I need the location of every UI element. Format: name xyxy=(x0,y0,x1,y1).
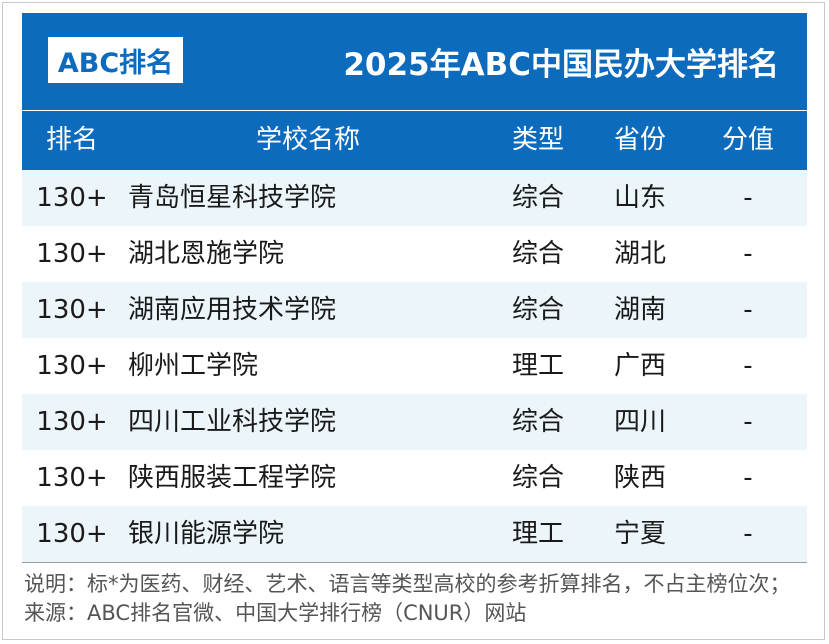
table-bottom-divider xyxy=(22,562,807,563)
type-cell: 理工 xyxy=(511,519,564,549)
footnote: 说明：标*为医药、财经、艺术、语言等类型高校的参考折算排名，不占主榜位次；来源：… xyxy=(24,572,791,625)
table-row: 130+ 青岛恒星科技学院 综合 山东 - xyxy=(22,170,807,226)
province-cell: 广西 xyxy=(613,351,666,381)
province-cell: 山东 xyxy=(613,183,666,213)
table-row: 130+ 陕西服装工程学院 综合 陕西 - xyxy=(22,450,807,506)
score-cell: - xyxy=(743,295,753,325)
table-header: 排名 学校名称 类型 省份 分值 xyxy=(22,111,807,170)
rank-cell: 130+ xyxy=(36,295,108,325)
rank-cell: 130+ xyxy=(36,239,108,269)
province-cell: 陕西 xyxy=(613,463,666,493)
page-title: 2025年ABC中国民办大学排名 xyxy=(343,47,779,83)
table-body: 130+ 青岛恒星科技学院 综合 山东 - 130+ 湖北恩施学院 综合 湖北 … xyxy=(22,170,807,562)
school-name-cell: 四川工业科技学院 xyxy=(128,407,337,437)
table-row: 130+ 柳州工学院 理工 广西 - xyxy=(22,338,807,394)
column-header-school-name: 学校名称 xyxy=(255,125,360,155)
type-cell: 综合 xyxy=(511,407,564,437)
rank-cell: 130+ xyxy=(36,183,108,213)
score-cell: - xyxy=(743,407,753,437)
school-name-cell: 湖北恩施学院 xyxy=(128,239,285,269)
column-header-score: 分值 xyxy=(721,125,774,155)
table-row: 130+ 湖南应用技术学院 综合 湖南 - xyxy=(22,282,807,338)
province-cell: 湖北 xyxy=(613,239,666,269)
school-name-cell: 湖南应用技术学院 xyxy=(128,295,337,325)
school-name-cell: 柳州工学院 xyxy=(128,351,259,381)
type-cell: 理工 xyxy=(511,351,564,381)
school-name-cell: 青岛恒星科技学院 xyxy=(128,183,337,213)
logo: ABC排名 xyxy=(48,37,183,83)
column-header-province: 省份 xyxy=(613,125,666,155)
logo-text: ABC排名 xyxy=(57,47,174,79)
school-name-cell: 陕西服装工程学院 xyxy=(128,463,337,493)
column-header-rank: 排名 xyxy=(45,125,98,155)
type-cell: 综合 xyxy=(511,183,564,213)
province-cell: 四川 xyxy=(613,407,666,437)
rank-cell: 130+ xyxy=(36,519,108,549)
type-cell: 综合 xyxy=(511,463,564,493)
rank-cell: 130+ xyxy=(36,407,108,437)
score-cell: - xyxy=(743,351,753,381)
rank-cell: 130+ xyxy=(36,463,108,493)
table-row: 130+ 银川能源学院 理工 宁夏 - xyxy=(22,506,807,562)
school-name-cell: 银川能源学院 xyxy=(128,519,285,549)
score-cell: - xyxy=(743,183,753,213)
type-cell: 综合 xyxy=(511,295,564,325)
table-row: 130+ 四川工业科技学院 综合 四川 - xyxy=(22,394,807,450)
province-cell: 宁夏 xyxy=(613,519,666,549)
column-header-type: 类型 xyxy=(511,125,564,155)
province-cell: 湖南 xyxy=(613,295,666,325)
score-cell: - xyxy=(743,519,753,549)
type-cell: 综合 xyxy=(511,239,564,269)
table-row: 130+ 湖北恩施学院 综合 湖北 - xyxy=(22,226,807,282)
score-cell: - xyxy=(743,239,753,269)
rank-cell: 130+ xyxy=(36,351,108,381)
banner: ABC排名 2025年ABC中国民办大学排名 xyxy=(22,13,807,110)
score-cell: - xyxy=(743,463,753,493)
